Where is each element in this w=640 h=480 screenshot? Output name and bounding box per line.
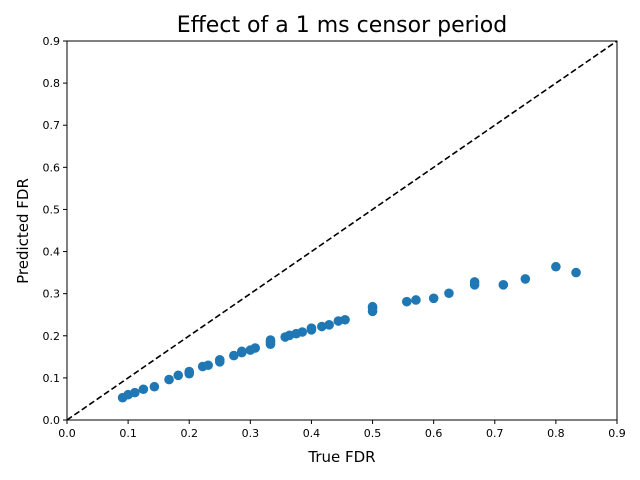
- reference-line: [66, 40, 618, 421]
- x-axis: 0.0 0.1 0.2 0.3 0.4 0.5 0.6 0.7 0.8 0.9: [58, 420, 626, 440]
- data-point: [214, 354, 225, 365]
- x-tick-label: 0.4: [303, 427, 321, 440]
- data-point: [149, 381, 160, 392]
- y-tick-label: 0.6: [43, 161, 61, 174]
- data-point: [551, 261, 561, 272]
- y-axis-label: Predicted FDR: [14, 178, 32, 284]
- data-point: [498, 280, 509, 290]
- y-tick-label: 0.7: [43, 119, 61, 132]
- y-tick-label: 0.0: [43, 414, 61, 427]
- data-point: [164, 374, 174, 385]
- y-tick-label: 0.5: [43, 203, 61, 216]
- data-point: [184, 366, 195, 377]
- data-point: [130, 387, 140, 398]
- data-point: [236, 346, 247, 357]
- data-point: [173, 370, 184, 381]
- data-point: [297, 327, 308, 337]
- data-point: [520, 274, 531, 284]
- chart-title: Effect of a 1 ms censor period: [177, 13, 507, 38]
- data-point: [571, 267, 581, 278]
- y-tick-label: 0.4: [43, 246, 61, 259]
- data-point: [324, 320, 334, 330]
- x-tick-label: 0.7: [486, 427, 504, 440]
- x-tick-label: 0.8: [547, 427, 565, 440]
- x-tick-label: 0.6: [425, 427, 443, 440]
- data-point: [428, 293, 439, 304]
- y-tick-label: 0.2: [43, 330, 61, 343]
- data-point: [250, 343, 261, 353]
- plot-area: [66, 40, 618, 421]
- data-point: [138, 384, 149, 395]
- data-point: [444, 288, 454, 299]
- y-tick-label: 0.9: [43, 35, 61, 48]
- data-point: [367, 301, 378, 312]
- data-point: [265, 335, 276, 345]
- x-tick-label: 0.0: [58, 427, 76, 440]
- x-axis-label: True FDR: [307, 448, 375, 466]
- data-point: [229, 350, 239, 361]
- data-point: [203, 360, 213, 371]
- x-tick-label: 0.9: [608, 427, 626, 440]
- y-tick-label: 0.1: [43, 372, 61, 385]
- data-point: [306, 323, 317, 333]
- x-tick-label: 0.2: [180, 427, 198, 440]
- data-point: [401, 296, 412, 307]
- x-tick-label: 0.3: [242, 427, 260, 440]
- data-point: [340, 314, 350, 325]
- x-tick-label: 0.5: [364, 427, 382, 440]
- y-tick-label: 0.3: [43, 288, 61, 301]
- data-point: [469, 277, 480, 287]
- x-tick-label: 0.1: [119, 427, 137, 440]
- data-point: [317, 321, 327, 332]
- data-point: [411, 295, 421, 305]
- y-tick-label: 0.8: [43, 77, 61, 90]
- axes-frame: [66, 40, 618, 421]
- y-axis: 0.0 0.1 0.2 0.3 0.4 0.5 0.6 0.7 0.8 0.9: [43, 35, 67, 427]
